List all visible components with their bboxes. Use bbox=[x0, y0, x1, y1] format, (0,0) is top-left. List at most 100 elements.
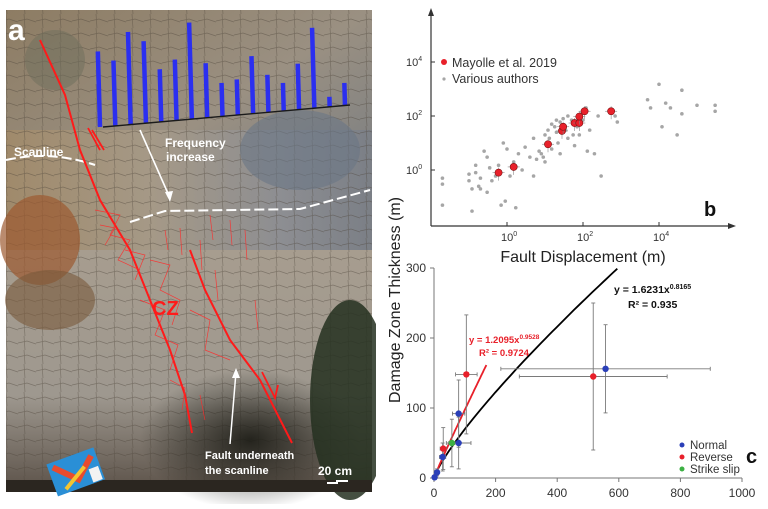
data-point bbox=[449, 440, 455, 446]
x-tick-label: 100 bbox=[501, 231, 517, 244]
data-point bbox=[596, 114, 600, 118]
x-axis-arrow-icon bbox=[728, 223, 736, 229]
chart-c-fit-lines bbox=[434, 269, 617, 478]
frequency-label-line2: increase bbox=[166, 150, 215, 164]
data-point bbox=[537, 149, 541, 153]
data-point bbox=[495, 169, 502, 176]
red-fit-equation: y = 1.2095x0.9528 bbox=[469, 334, 540, 346]
data-point bbox=[649, 106, 653, 110]
x-tick-label: 600 bbox=[609, 486, 629, 500]
legend-reverse: Reverse bbox=[690, 452, 733, 464]
panel-label-b: b bbox=[704, 199, 716, 221]
data-point bbox=[494, 174, 498, 178]
data-point bbox=[566, 136, 570, 140]
legend-mayolle: Mayolle et al. 2019 bbox=[452, 56, 557, 70]
data-point bbox=[470, 209, 474, 213]
frequency-bar bbox=[98, 51, 100, 127]
red-fit-r2: R² = 0.9724 bbox=[479, 348, 530, 359]
core-zone-label: CZ bbox=[152, 298, 179, 320]
data-point bbox=[558, 152, 562, 156]
data-point bbox=[713, 103, 717, 107]
frequency-bar bbox=[189, 23, 192, 120]
scale-bar-label: 20 cm bbox=[318, 464, 352, 478]
panel-label-a: a bbox=[8, 14, 25, 47]
data-point bbox=[571, 119, 578, 126]
data-point bbox=[485, 155, 489, 159]
black-fit-equation: y = 1.6231x0.8165 bbox=[614, 284, 691, 296]
legend-normal: Normal bbox=[690, 440, 727, 452]
data-point bbox=[558, 120, 562, 124]
data-point bbox=[646, 98, 650, 102]
data-point bbox=[613, 114, 617, 118]
frequency-bar bbox=[222, 83, 223, 117]
mayolle-points bbox=[493, 106, 618, 180]
data-point bbox=[556, 141, 560, 145]
data-point bbox=[713, 109, 717, 113]
x-tick-label: 104 bbox=[653, 231, 669, 244]
frequency-bar bbox=[128, 32, 131, 124]
legend-strike-slip-dot-icon bbox=[680, 467, 685, 472]
data-point bbox=[548, 136, 552, 140]
data-point bbox=[541, 155, 545, 159]
y-tick-label: 104 bbox=[406, 56, 422, 69]
data-point bbox=[503, 199, 507, 203]
legend-reverse-dot-icon bbox=[680, 455, 685, 460]
frequency-bar bbox=[298, 64, 299, 110]
data-point bbox=[532, 136, 536, 140]
data-point bbox=[555, 118, 559, 122]
data-point bbox=[540, 152, 544, 156]
fit-line bbox=[434, 365, 486, 478]
chart-b-x-label: Fault Displacement (m) bbox=[500, 249, 665, 266]
data-point bbox=[512, 160, 516, 164]
data-point bbox=[482, 149, 486, 153]
data-point bbox=[440, 445, 446, 451]
frequency-bar bbox=[113, 61, 115, 126]
x-tick-label: 1000 bbox=[729, 486, 756, 500]
data-point bbox=[485, 190, 489, 194]
fault-label-line1: Fault underneath bbox=[205, 450, 295, 462]
y-tick-label: 102 bbox=[406, 110, 422, 123]
legend-normal-dot-icon bbox=[680, 443, 685, 448]
data-point bbox=[586, 149, 590, 153]
frequency-bar bbox=[344, 83, 345, 106]
data-point bbox=[566, 114, 570, 118]
data-point bbox=[588, 128, 592, 132]
data-point bbox=[558, 127, 565, 134]
data-point bbox=[544, 141, 551, 148]
data-point bbox=[695, 103, 699, 107]
legend-red-dot-icon bbox=[441, 59, 447, 65]
chart-c-error-bars bbox=[435, 303, 710, 476]
data-point bbox=[455, 440, 461, 446]
y-tick-label: 300 bbox=[406, 261, 426, 275]
y-axis-arrow-icon bbox=[428, 8, 434, 16]
data-point bbox=[578, 133, 582, 137]
data-point bbox=[520, 168, 524, 172]
data-point bbox=[467, 172, 471, 176]
frequency-bar bbox=[312, 28, 314, 109]
chart-c-legend: Normal Reverse Strike slip bbox=[680, 440, 740, 476]
outcrop-photo: a Scanline Frequency increase CZ Fault u… bbox=[0, 0, 376, 504]
data-point bbox=[608, 108, 615, 115]
data-point bbox=[576, 119, 583, 126]
fit-line bbox=[434, 269, 617, 478]
y-tick-label: 0 bbox=[419, 471, 426, 485]
black-fit-r2: R² = 0.935 bbox=[628, 299, 677, 311]
data-point bbox=[505, 147, 509, 151]
data-point bbox=[474, 163, 478, 167]
data-point bbox=[680, 88, 684, 92]
data-point bbox=[561, 117, 565, 121]
data-point bbox=[470, 187, 474, 191]
x-tick-label: 200 bbox=[486, 486, 506, 500]
data-point bbox=[439, 454, 445, 460]
data-point bbox=[497, 163, 501, 167]
data-point bbox=[675, 133, 679, 137]
data-point bbox=[535, 157, 539, 161]
data-point bbox=[488, 166, 492, 170]
chart-b-legend: Mayolle et al. 2019 Various authors bbox=[441, 56, 557, 86]
data-point bbox=[441, 176, 445, 180]
data-point bbox=[669, 106, 673, 110]
data-point bbox=[543, 133, 547, 137]
